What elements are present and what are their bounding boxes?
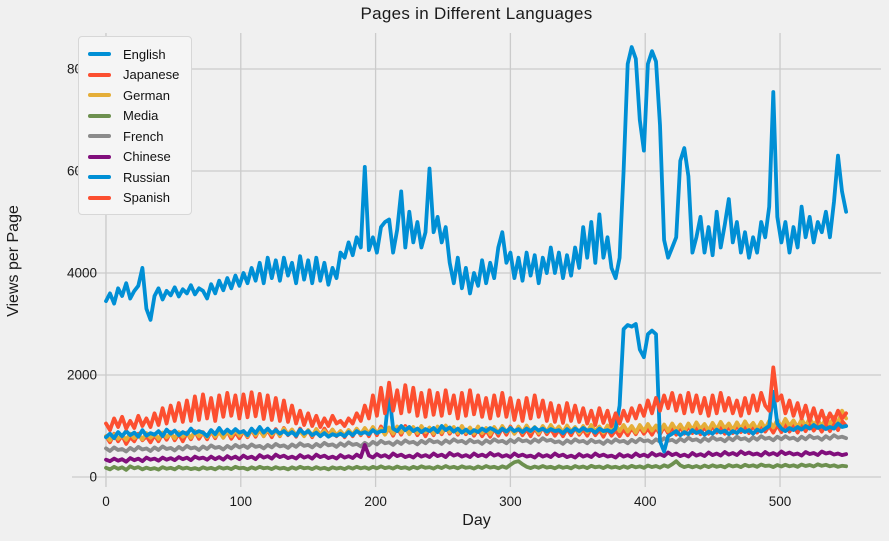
legend-item-english: English bbox=[88, 44, 181, 65]
legend: English Japanese German Media French Chi… bbox=[78, 36, 192, 215]
x-tick-label: 200 bbox=[364, 494, 387, 509]
legend-item-german: German bbox=[88, 85, 181, 106]
chinese-line-swatch bbox=[88, 154, 111, 159]
x-tick-label: 100 bbox=[229, 494, 253, 509]
series-line-french bbox=[104, 433, 848, 454]
media-line-swatch bbox=[88, 113, 111, 118]
series-line-english bbox=[104, 45, 848, 322]
legend-item-chinese: Chinese bbox=[88, 147, 181, 168]
x-axis-label: Day bbox=[462, 512, 491, 529]
y-tick-label: 2000 bbox=[66, 367, 97, 383]
legend-label: English bbox=[123, 46, 166, 62]
legend-label: Chinese bbox=[123, 149, 171, 165]
russian-line-swatch bbox=[88, 175, 111, 180]
legend-label: Russian bbox=[123, 169, 170, 185]
x-tick-label: 0 bbox=[102, 494, 110, 509]
legend-item-french: French bbox=[88, 126, 181, 147]
series-line-chinese bbox=[104, 442, 848, 464]
series-line-spanish bbox=[104, 365, 848, 433]
series-line-media bbox=[104, 459, 848, 472]
legend-item-russian: Russian bbox=[88, 167, 181, 188]
spanish-line-swatch bbox=[88, 195, 111, 200]
chart-title: Pages in Different Languages bbox=[360, 4, 593, 23]
y-tick-label: 0 bbox=[89, 469, 97, 485]
german-line-swatch bbox=[88, 93, 111, 98]
legend-label: Spanish bbox=[123, 190, 170, 206]
legend-label: German bbox=[123, 87, 170, 103]
x-tick-label: 300 bbox=[499, 494, 522, 509]
legend-label: Japanese bbox=[123, 67, 180, 83]
y-tick-label: 4000 bbox=[66, 265, 97, 281]
japanese-line-swatch bbox=[88, 72, 111, 77]
legend-item-spanish: Spanish bbox=[88, 188, 181, 209]
english-line-swatch bbox=[88, 52, 111, 57]
legend-label: French bbox=[123, 128, 164, 144]
legend-item-media: Media bbox=[88, 106, 181, 127]
y-axis-label: Views per Page bbox=[5, 205, 22, 317]
x-tick-label: 400 bbox=[633, 494, 657, 509]
legend-item-japanese: Japanese bbox=[88, 65, 181, 86]
series-line-russian bbox=[104, 322, 848, 454]
french-line-swatch bbox=[88, 134, 111, 139]
legend-label: Media bbox=[123, 108, 159, 124]
x-tick-label: 500 bbox=[768, 494, 792, 509]
